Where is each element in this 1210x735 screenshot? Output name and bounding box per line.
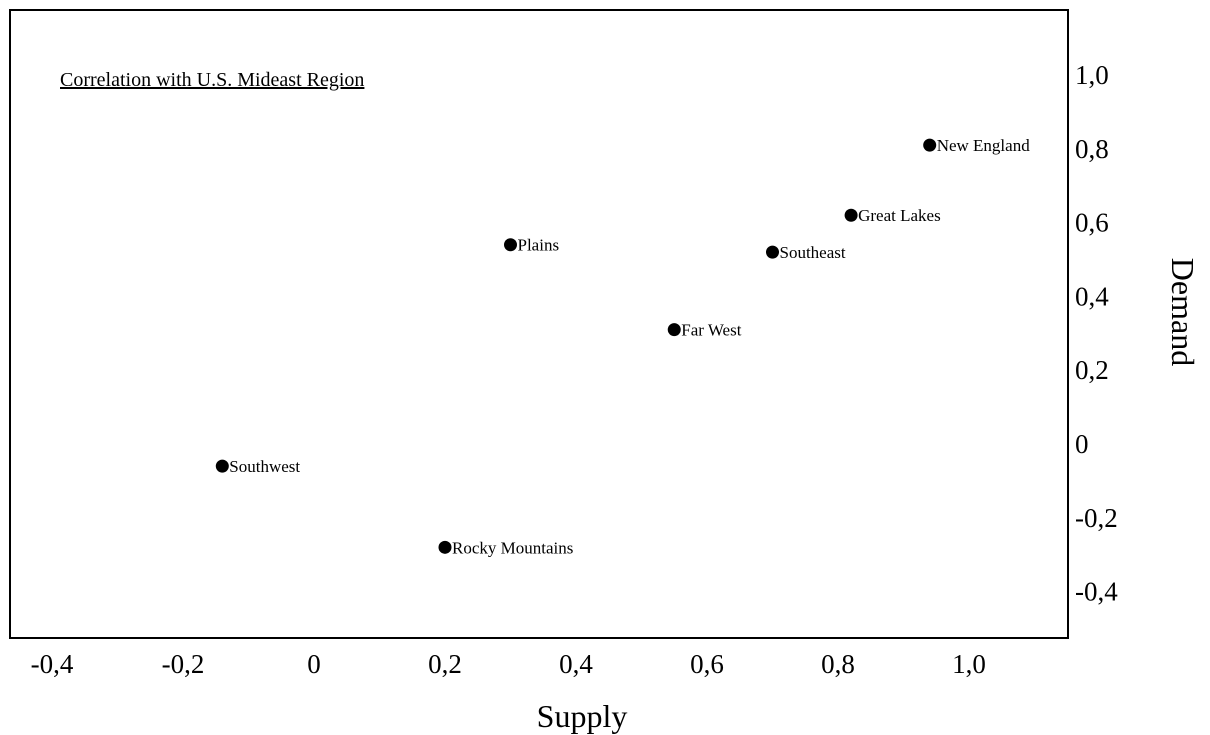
x-tick-label: 0 <box>307 649 321 679</box>
x-tick-label: 0,2 <box>428 649 462 679</box>
data-point-marker <box>215 459 229 473</box>
data-point-label: New England <box>937 136 1031 155</box>
y-axis-ticks: -0,4 -0,2 0 0,2 0,4 0,6 0,8 1,0 <box>1075 60 1118 607</box>
data-point-label: Southwest <box>229 457 300 476</box>
y-tick-label: 0,6 <box>1075 208 1109 238</box>
y-tick-label: 0,4 <box>1075 281 1109 311</box>
x-tick-label: 0,6 <box>690 649 724 679</box>
y-tick-label: 0 <box>1075 429 1089 459</box>
y-tick-label: -0,2 <box>1075 503 1118 533</box>
y-tick-label: 0,2 <box>1075 355 1109 385</box>
data-point-label: Rocky Mountains <box>452 538 573 557</box>
chart-title: Correlation with U.S. Mideast Region <box>60 69 364 91</box>
x-tick-label: -0,2 <box>162 649 205 679</box>
y-tick-label: 0,8 <box>1075 134 1109 164</box>
data-point-marker <box>438 540 452 554</box>
plot-area-frame <box>9 9 1069 639</box>
data-point-marker <box>923 138 937 152</box>
data-point-label: Southeast <box>780 243 846 262</box>
data-point-label: Great Lakes <box>858 206 941 225</box>
x-tick-label: -0,4 <box>31 649 74 679</box>
data-point-marker <box>844 208 858 222</box>
y-tick-label: 1,0 <box>1075 60 1109 90</box>
data-point-label: Plains <box>518 236 560 255</box>
data-points: New England Great Lakes Plains Southeast Far… <box>215 136 1031 557</box>
x-tick-label: 0,8 <box>821 649 855 679</box>
x-axis-label: Supply <box>537 698 628 734</box>
x-tick-label: 1,0 <box>952 649 986 679</box>
y-tick-label: -0,4 <box>1075 577 1118 607</box>
x-axis-ticks: -0,4 -0,2 0 0,2 0,4 0,6 0,8 1,0 <box>31 649 986 679</box>
y-axis-label: Demand <box>1165 258 1201 366</box>
data-point-marker <box>766 245 779 259</box>
data-point-marker <box>667 323 681 337</box>
data-point-marker <box>504 238 517 252</box>
x-tick-label: 0,4 <box>559 649 593 679</box>
data-point-label: Far West <box>681 321 741 340</box>
